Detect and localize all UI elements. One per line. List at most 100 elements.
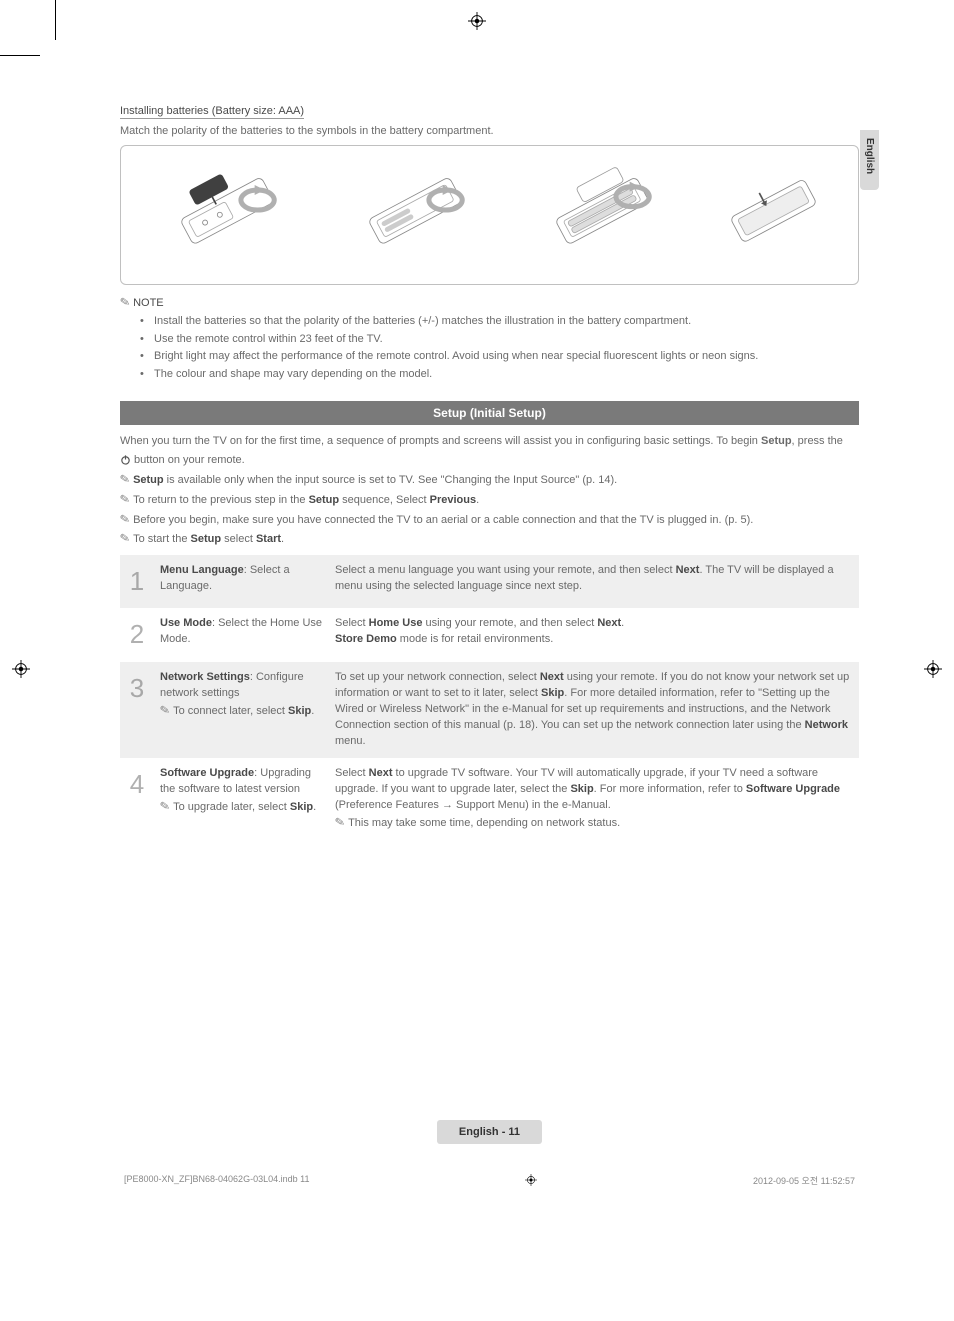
setup-intro-line2: button on your remote. (120, 452, 859, 469)
note-heading: ✎NOTE (120, 295, 859, 309)
installing-heading: Installing batteries (Battery size: AAA) (120, 105, 304, 119)
power-icon (120, 454, 131, 465)
text-bold: Start (256, 533, 281, 545)
note-list: Install the batteries so that the polari… (120, 313, 859, 383)
text: (Preference Features → Support Menu) in … (335, 799, 611, 811)
note-icon: ✎ (118, 470, 131, 491)
text: Select (335, 767, 369, 779)
text: To upgrade later, select (173, 801, 290, 813)
battery-step-icon (533, 165, 666, 265)
note-icon: ✎ (118, 489, 131, 510)
installing-intro: Match the polarity of the batteries to t… (120, 125, 859, 137)
registration-mark-icon (525, 1174, 537, 1187)
footer-file: [PE8000-XN_ZF]BN68-04062G-03L04.indb 11 (124, 1174, 309, 1187)
text-bold: Skip (541, 687, 564, 699)
note-icon: ✎ (119, 294, 131, 310)
text: To connect later, select (173, 705, 288, 717)
table-row: 2 Use Mode: Select the Home Use Mode. Se… (120, 608, 859, 662)
setup-hint: ✎To start the Setup select Start. (120, 529, 859, 549)
text-bold: Menu Language (160, 564, 244, 576)
step-label: Software Upgrade: Upgrading the software… (154, 758, 329, 840)
note-label: NOTE (133, 297, 164, 309)
text: is available only when the input source … (164, 474, 618, 486)
footer-page-wrap: English - 11 (120, 840, 859, 1144)
text: select (221, 533, 256, 545)
text-bold: Skip (290, 801, 313, 813)
text-bold: Network Settings (160, 671, 250, 683)
setup-hint: ✎Before you begin, make sure you have co… (120, 510, 859, 530)
text-bold: Software Upgrade (160, 767, 254, 779)
text-bold: Next (540, 671, 564, 683)
text-bold: Previous (430, 494, 476, 506)
page-content: English Installing batteries (Battery si… (0, 0, 954, 1280)
text: using your remote, and then select (422, 617, 597, 629)
setup-steps-table: 1 Menu Language: Select a Language. Sele… (120, 555, 859, 840)
text-bold: Skip (570, 783, 593, 795)
note-item: Bright light may affect the performance … (154, 348, 859, 366)
setup-bar-title: Setup (Initial Setup) (120, 401, 859, 425)
note-icon: ✎ (159, 797, 172, 816)
battery-illustration-box (120, 145, 859, 285)
text: . (621, 617, 624, 629)
text: To start the (133, 533, 190, 545)
note-icon: ✎ (118, 528, 131, 549)
text: , press the (792, 435, 843, 447)
note-icon: ✎ (159, 701, 172, 720)
text: When you turn the TV on for the first ti… (120, 435, 761, 447)
text: button on your remote. (131, 454, 245, 466)
text: menu. (335, 735, 366, 747)
step-desc: To set up your network connection, selec… (329, 662, 859, 758)
text: To return to the previous step in the (133, 494, 309, 506)
step-desc: Select Home Use using your remote, and t… (329, 608, 859, 662)
setup-hint: ✎Setup is available only when the input … (120, 470, 859, 490)
text-bold: Skip (288, 705, 311, 717)
text: To set up your network connection, selec… (335, 671, 540, 683)
footer-page-number: English - 11 (437, 1120, 542, 1144)
text: . (281, 533, 284, 545)
step-number: 4 (120, 758, 154, 840)
step-label: Network Settings: Configure network sett… (154, 662, 329, 758)
text-bold: Setup (133, 474, 164, 486)
text-bold: Next (369, 767, 393, 779)
text-bold: Setup (761, 435, 792, 447)
text-bold: Home Use (369, 617, 423, 629)
text: Before you begin, make sure you have con… (133, 514, 753, 526)
text-bold: Next (676, 564, 700, 576)
text-bold: Next (597, 617, 621, 629)
note-item: The colour and shape may vary depending … (154, 366, 859, 384)
text-bold: Setup (309, 494, 340, 506)
table-row: 1 Menu Language: Select a Language. Sele… (120, 555, 859, 609)
text-bold: Network (805, 719, 848, 731)
note-icon: ✎ (118, 509, 131, 530)
text: Select a menu language you want using yo… (335, 564, 676, 576)
battery-step-icon (346, 165, 479, 265)
footer-meta: [PE8000-XN_ZF]BN68-04062G-03L04.indb 11 … (120, 1174, 859, 1187)
text: Select (335, 617, 369, 629)
text-bold: Setup (191, 533, 222, 545)
step-desc: Select a menu language you want using yo… (329, 555, 859, 609)
step-label: Use Mode: Select the Home Use Mode. (154, 608, 329, 662)
text: . (476, 494, 479, 506)
step-number: 3 (120, 662, 154, 758)
battery-step-icon (721, 165, 821, 265)
text: . For more information, refer to (594, 783, 746, 795)
table-row: 3 Network Settings: Configure network se… (120, 662, 859, 758)
step-desc: Select Next to upgrade TV software. Your… (329, 758, 859, 840)
text: mode is for retail environments. (397, 633, 554, 645)
note-item: Install the batteries so that the polari… (154, 313, 859, 331)
text-bold: Use Mode (160, 617, 212, 629)
step-number: 2 (120, 608, 154, 662)
setup-hint: ✎To return to the previous step in the S… (120, 490, 859, 510)
battery-step-icon (158, 165, 291, 265)
language-tab: English (860, 130, 879, 190)
note-icon: ✎ (334, 813, 347, 832)
step-number: 1 (120, 555, 154, 609)
text-bold: Software Upgrade (746, 783, 840, 795)
setup-intro: When you turn the TV on for the first ti… (120, 433, 859, 450)
note-item: Use the remote control within 23 feet of… (154, 331, 859, 349)
text-bold: Store Demo (335, 633, 397, 645)
table-row: 4 Software Upgrade: Upgrading the softwa… (120, 758, 859, 840)
footer-timestamp: 2012-09-05 오전 11:52:57 (753, 1174, 855, 1187)
text: This may take some time, depending on ne… (348, 817, 620, 829)
step-label: Menu Language: Select a Language. (154, 555, 329, 609)
